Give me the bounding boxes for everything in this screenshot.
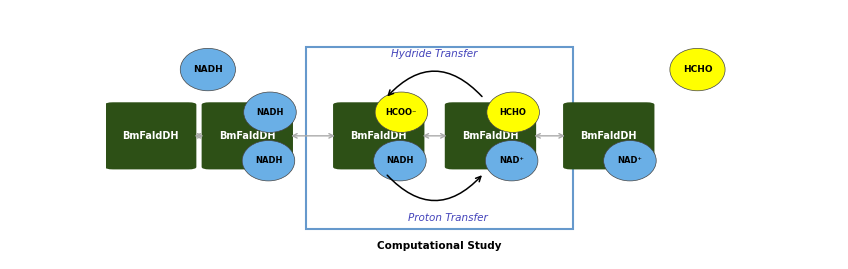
FancyBboxPatch shape [445, 102, 536, 169]
Ellipse shape [670, 48, 725, 91]
Text: NAD⁺: NAD⁺ [617, 156, 642, 165]
Text: NADH: NADH [386, 156, 414, 165]
Text: HCHO: HCHO [499, 108, 527, 117]
Text: NAD⁺: NAD⁺ [499, 156, 524, 165]
FancyBboxPatch shape [105, 102, 197, 169]
Bar [306, 47, 572, 229]
Ellipse shape [487, 92, 539, 132]
Ellipse shape [243, 92, 296, 132]
Text: Computational Study: Computational Study [377, 242, 502, 252]
Ellipse shape [604, 140, 656, 181]
Ellipse shape [485, 140, 538, 181]
Ellipse shape [375, 92, 427, 132]
Text: Proton Transfer: Proton Transfer [408, 213, 488, 223]
FancyBboxPatch shape [563, 102, 655, 169]
FancyBboxPatch shape [333, 102, 424, 169]
Text: Hydride Transfer: Hydride Transfer [392, 49, 477, 59]
Text: BmFaldDH: BmFaldDH [350, 131, 407, 141]
Text: HCHO: HCHO [683, 65, 712, 74]
Text: BmFaldDH: BmFaldDH [219, 131, 276, 141]
Text: BmFaldDH: BmFaldDH [581, 131, 637, 141]
Text: NADH: NADH [193, 65, 223, 74]
Text: NADH: NADH [254, 156, 282, 165]
Text: BmFaldDH: BmFaldDH [122, 131, 179, 141]
Ellipse shape [243, 140, 295, 181]
Ellipse shape [181, 48, 236, 91]
Ellipse shape [374, 140, 427, 181]
Text: NADH: NADH [256, 108, 284, 117]
Text: HCOO⁻: HCOO⁻ [386, 108, 417, 117]
FancyBboxPatch shape [202, 102, 293, 169]
Text: BmFaldDH: BmFaldDH [462, 131, 519, 141]
